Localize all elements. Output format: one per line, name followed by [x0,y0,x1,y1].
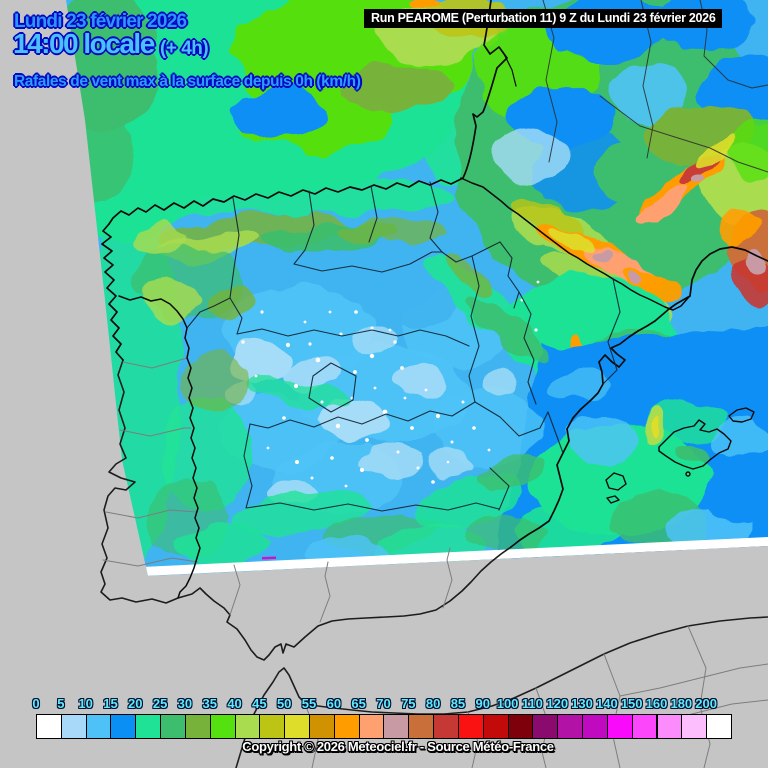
wind-speed-color-scale: 0 5 10 15 20 25 30 35 40 45 50 55 60 65 70 75 80 85 90 100 1… [0,696,768,744]
scale-tick-label: 100 [496,696,519,711]
scale-color-box [135,714,162,739]
copyright-label: Copyright © 2026 Meteociel.fr - Source M… [242,739,554,754]
scale-color-box [234,714,261,739]
edge-artifact [262,556,277,560]
scale-color-box [482,714,509,739]
scale-tick-label: 110 [521,696,543,711]
scale-tick-label: 60 [326,696,342,711]
scale-color-box [284,714,310,739]
scale-color-box [656,714,683,739]
scale-tick-label: 5 [57,696,65,711]
scale-color-box [333,714,360,739]
run-info-bar: Run PEAROME (Perturbation 11) 9 Z du Lun… [364,9,723,28]
scale-tick-label: 25 [152,696,168,711]
model-domain-field [66,0,768,576]
scale-color-box [557,714,584,739]
scale-tick-label: 65 [351,696,366,711]
map-subtitle: Rafales de vent max à la surface depuis … [14,73,361,90]
scale-tick-label: 120 [546,696,569,711]
scale-color-box [457,714,484,739]
scale-tick-label: 45 [252,696,267,711]
scale-tick-label: 30 [177,696,193,711]
scale-color-box [606,714,633,739]
scale-color-box [582,714,608,739]
scale-color-box [160,714,186,739]
domain-edge-strip [142,537,768,576]
scale-color-box [507,714,534,739]
scale-color-box [110,714,137,739]
scale-color-box [532,714,559,739]
calm-speckles [241,280,540,488]
scale-tick-label: 0 [32,696,40,711]
scale-color-box [681,714,708,739]
scale-color-box [706,714,732,739]
scale-color-box [259,714,286,739]
scale-color-box [631,714,658,739]
scale-color-box [36,714,62,739]
scale-tick-label: 35 [202,696,217,711]
scale-tick-label: 70 [376,696,391,711]
scale-tick-label: 80 [425,696,441,711]
scale-color-box [85,714,112,739]
scale-tick-label: 85 [450,696,466,711]
scale-color-box [309,714,335,739]
scale-tick-label: 180 [670,696,693,711]
time-offset-label: (+ 4h) [160,38,209,59]
time-label: 14:00 locale [13,28,155,59]
scale-tick-label: 55 [301,696,317,711]
scale-color-box [408,714,435,739]
scale-color-box [433,714,459,739]
scale-tick-label: 150 [620,696,643,711]
scale-tick-label: 20 [128,696,143,711]
scale-color-box [209,714,236,739]
scale-tick-label: 75 [401,696,416,711]
scale-tick-label: 130 [571,696,593,711]
scale-tick-label: 90 [475,696,490,711]
scale-color-box [184,714,211,739]
coastlines-borders [100,0,768,768]
scale-color-box [358,714,385,739]
scale-tick-label: 15 [103,696,118,711]
scale-tick-label: 140 [596,696,618,711]
scale-tick-label: 10 [78,696,93,711]
scale-tick-label: 50 [276,696,292,711]
scale-tick-label: 160 [645,696,668,711]
scale-color-box [383,714,410,739]
scale-tick-label: 40 [227,696,242,711]
scale-tick-label: 200 [695,696,717,711]
date-label: Lundi 23 février 2026 [14,11,187,32]
scale-color-box [60,714,87,739]
